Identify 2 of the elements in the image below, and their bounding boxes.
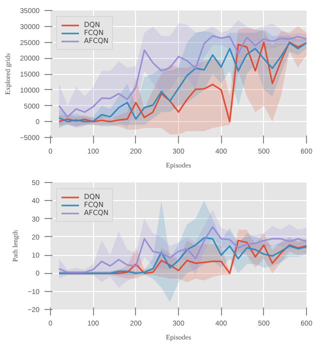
- line-series: [58, 237, 306, 274]
- line-series: [58, 226, 306, 274]
